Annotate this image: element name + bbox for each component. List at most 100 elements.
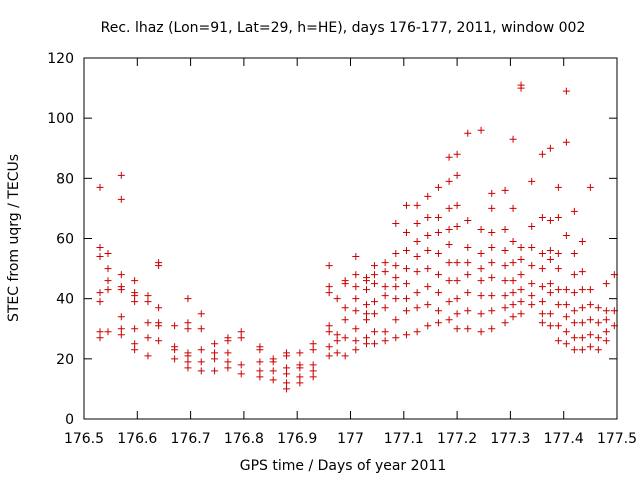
data-point <box>501 225 509 233</box>
data-point <box>381 283 389 291</box>
data-point <box>570 250 578 258</box>
data-point <box>362 301 370 309</box>
data-point <box>570 319 578 327</box>
data-point <box>424 247 432 255</box>
data-point <box>104 286 112 294</box>
data-point <box>517 310 525 318</box>
data-point <box>546 256 554 264</box>
data-point <box>283 370 291 378</box>
data-point <box>434 183 442 191</box>
data-point <box>562 301 570 309</box>
data-point <box>237 370 245 378</box>
data-point <box>224 337 232 345</box>
data-point <box>117 325 125 333</box>
data-point <box>283 352 291 360</box>
data-point <box>117 195 125 203</box>
data-point <box>211 355 219 363</box>
data-point <box>402 201 410 209</box>
data-point <box>464 289 472 297</box>
data-point <box>528 301 536 309</box>
y-tick-label: 20 <box>56 352 74 368</box>
data-point <box>256 373 264 381</box>
data-point <box>570 307 578 315</box>
data-point <box>184 352 192 360</box>
data-point <box>370 298 378 306</box>
data-point <box>554 213 562 221</box>
data-point <box>517 298 525 306</box>
data-point <box>211 340 219 348</box>
data-point <box>283 364 291 372</box>
data-point <box>131 340 139 348</box>
data-point <box>131 292 139 300</box>
data-point <box>362 310 370 318</box>
data-point <box>381 268 389 276</box>
data-point <box>104 250 112 258</box>
data-point <box>477 225 485 233</box>
data-point <box>546 144 554 152</box>
data-point <box>562 340 570 348</box>
data-point <box>96 183 104 191</box>
data-point <box>370 340 378 348</box>
axis-ticks: 176.5 176.6 176.7 176.8 176.9 177 177.1 177.2 17… <box>47 51 637 447</box>
data-point <box>402 247 410 255</box>
data-point <box>586 301 594 309</box>
data-point <box>155 337 163 345</box>
data-point <box>528 244 536 252</box>
data-point <box>501 247 509 255</box>
data-point <box>283 379 291 387</box>
data-point <box>488 259 496 267</box>
data-point <box>96 244 104 252</box>
data-point <box>517 244 525 252</box>
data-point <box>117 171 125 179</box>
data-point <box>488 292 496 300</box>
data-point <box>453 277 461 285</box>
data-point <box>155 262 163 270</box>
data-point <box>237 361 245 369</box>
y-tick-label: 40 <box>56 292 74 308</box>
data-point <box>509 204 517 212</box>
x-tick-label: 177 <box>337 431 364 447</box>
data-point <box>509 135 517 143</box>
data-point <box>392 262 400 270</box>
data-point <box>392 295 400 303</box>
data-point <box>578 268 586 276</box>
data-point <box>509 289 517 297</box>
data-point <box>256 367 264 375</box>
data-point <box>197 310 205 318</box>
data-point <box>570 289 578 297</box>
data-point <box>352 346 360 354</box>
data-point <box>578 346 586 354</box>
data-point <box>96 298 104 306</box>
data-point <box>392 283 400 291</box>
data-point <box>413 219 421 227</box>
y-tick-label: 100 <box>47 111 74 127</box>
data-point <box>296 364 304 372</box>
data-point <box>309 367 317 375</box>
data-point <box>477 292 485 300</box>
data-point <box>488 307 496 315</box>
data-point <box>144 334 152 342</box>
data-point <box>464 271 472 279</box>
data-point <box>370 271 378 279</box>
data-point <box>402 228 410 236</box>
data-point <box>402 295 410 303</box>
data-point <box>501 277 509 285</box>
data-point <box>341 316 349 324</box>
data-point <box>341 352 349 360</box>
data-point <box>352 253 360 261</box>
data-point <box>509 301 517 309</box>
data-point <box>131 325 139 333</box>
data-point <box>538 213 546 221</box>
chart-title: Rec. lhaz (Lon=91, Lat=29, h=HE), days 1… <box>101 20 586 36</box>
data-point <box>224 349 232 357</box>
data-point <box>381 337 389 345</box>
data-point <box>602 316 610 324</box>
data-point <box>296 349 304 357</box>
data-point <box>594 319 602 327</box>
data-point <box>413 289 421 297</box>
data-point <box>117 271 125 279</box>
data-point <box>370 280 378 288</box>
data-point <box>144 352 152 360</box>
data-point <box>554 286 562 294</box>
